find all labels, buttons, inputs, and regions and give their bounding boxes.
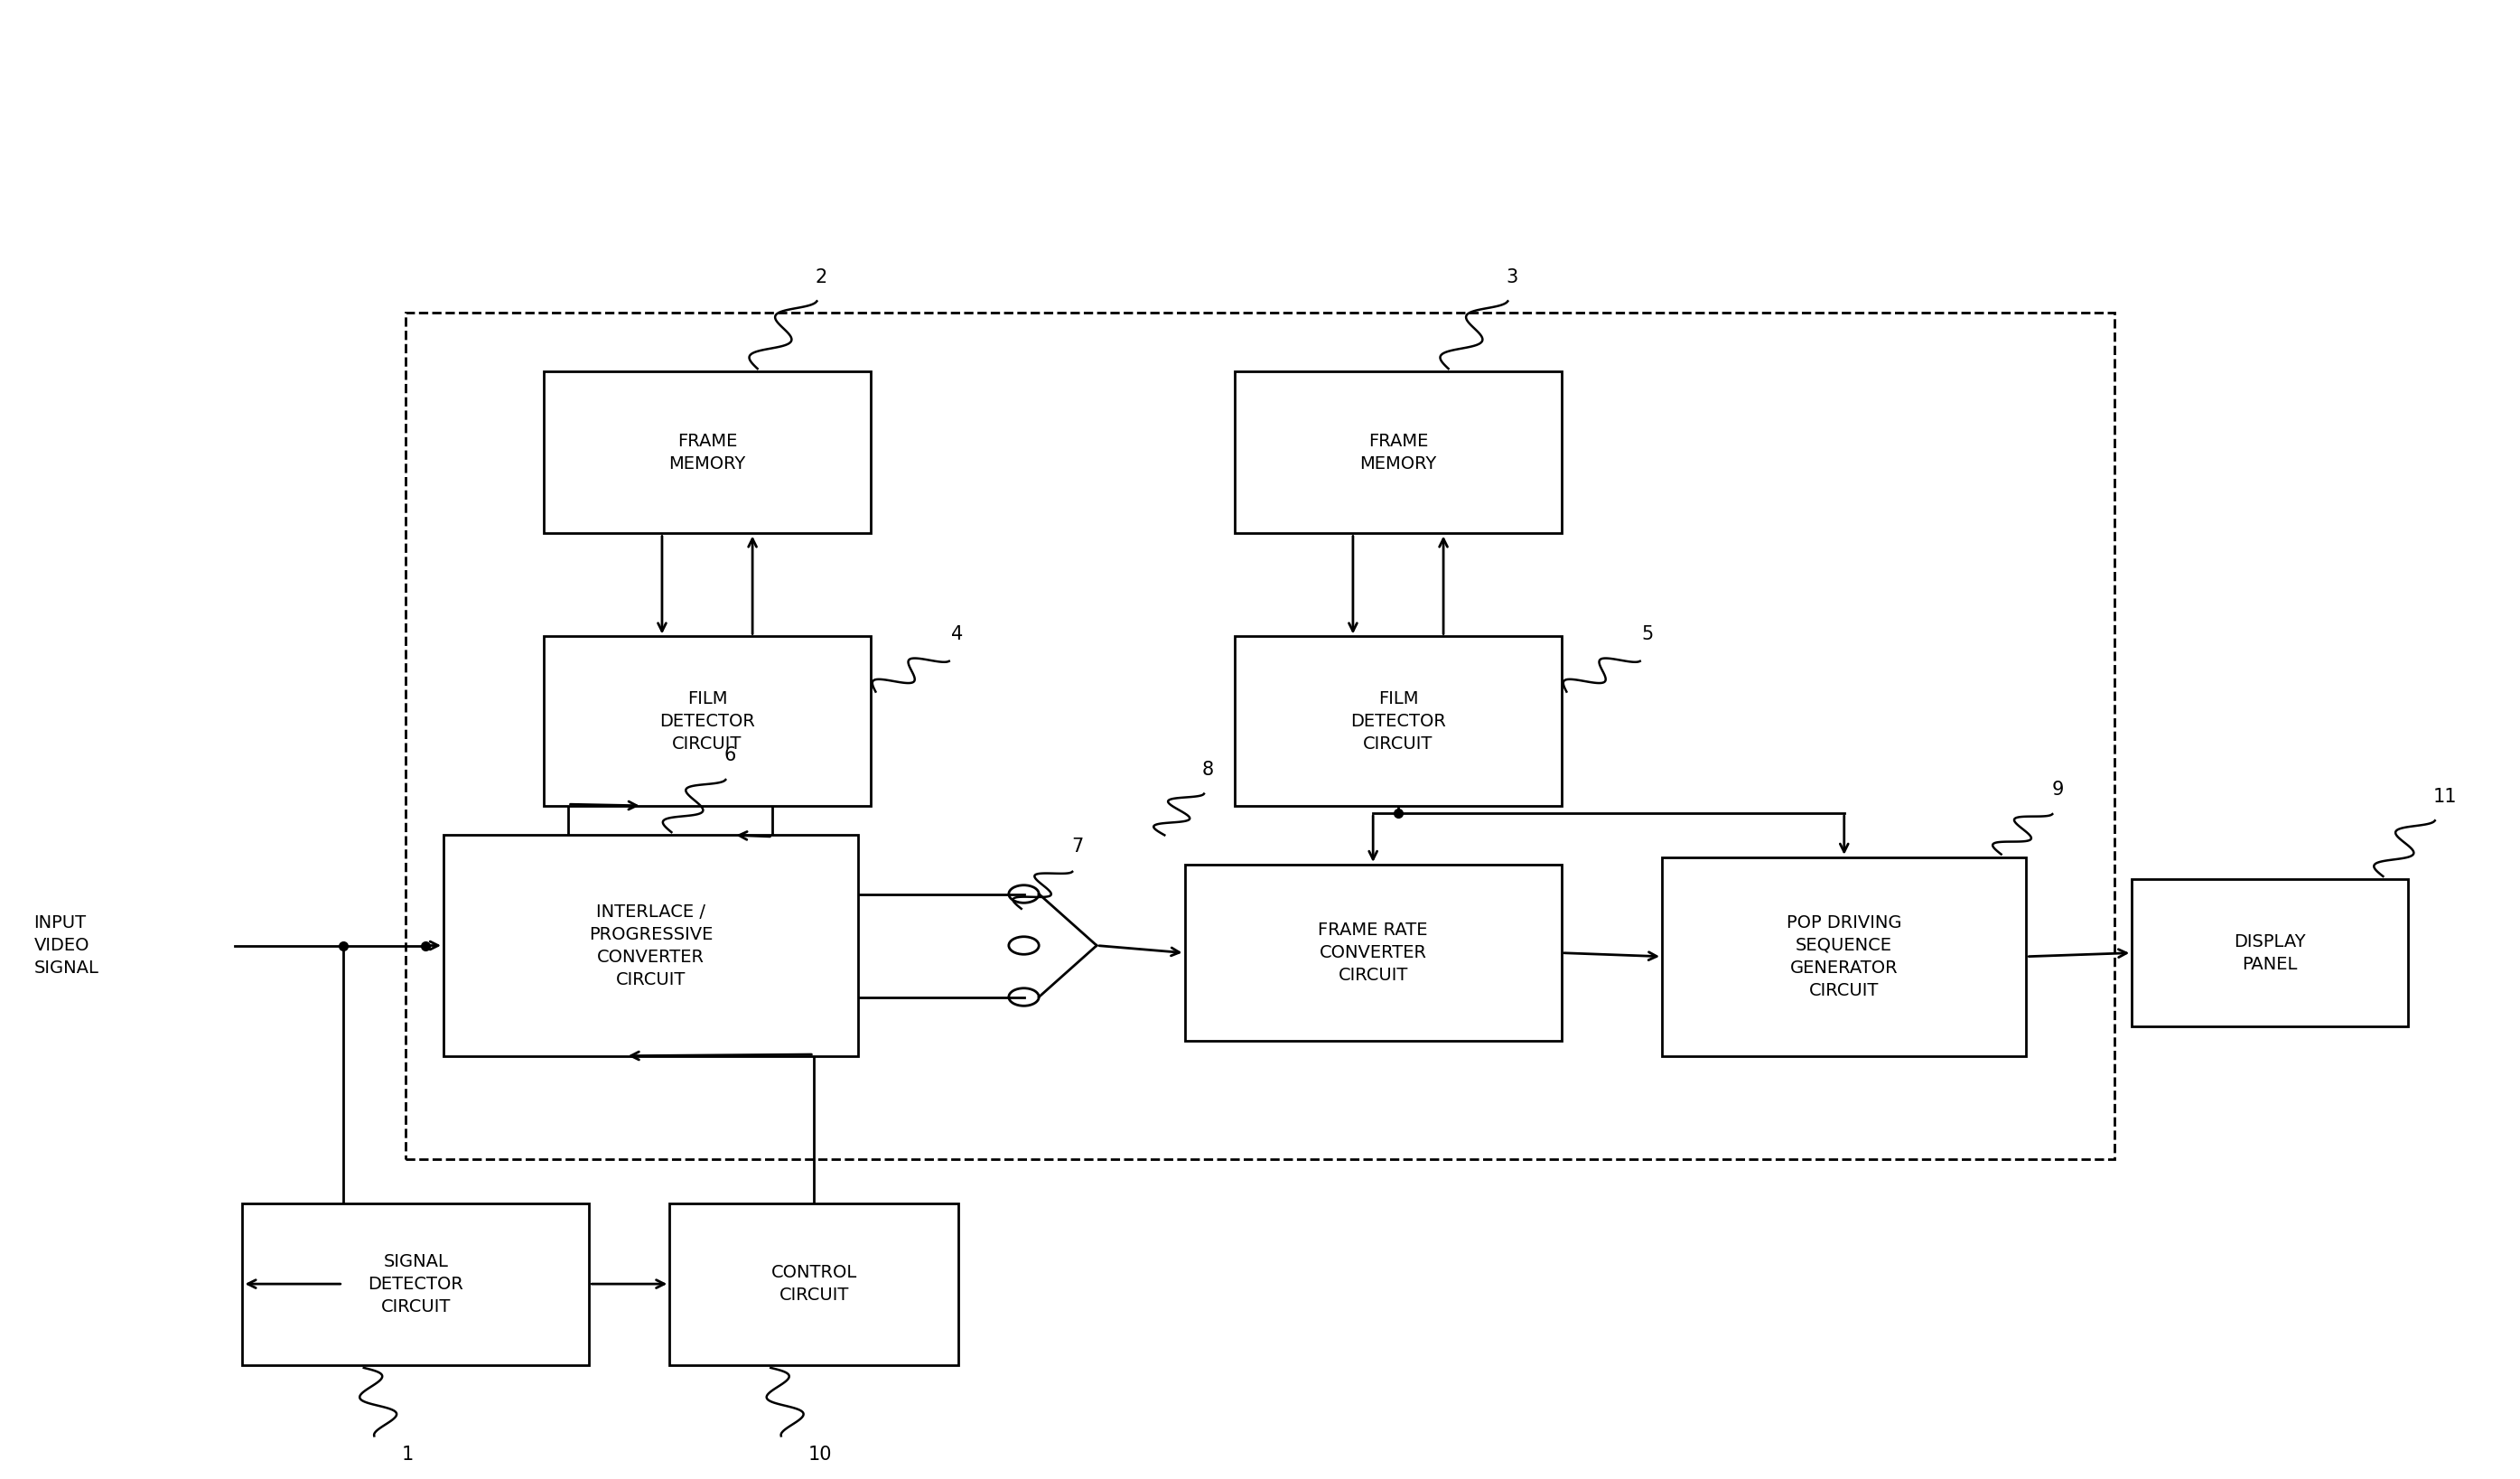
Text: 4: 4 — [950, 626, 963, 643]
Text: 5: 5 — [1643, 626, 1653, 643]
Text: POP DRIVING
SEQUENCE
GENERATOR
CIRCUIT: POP DRIVING SEQUENCE GENERATOR CIRCUIT — [1787, 914, 1903, 998]
Text: 1: 1 — [401, 1446, 413, 1464]
Bar — [1663, 858, 2026, 1056]
Text: FRAME RATE
CONVERTER
CIRCUIT: FRAME RATE CONVERTER CIRCUIT — [1318, 921, 1429, 984]
Text: INPUT
VIDEO
SIGNAL: INPUT VIDEO SIGNAL — [33, 914, 98, 976]
Bar — [406, 312, 2114, 1160]
Bar — [2132, 880, 2409, 1026]
Text: 7: 7 — [1071, 837, 1084, 856]
Text: DISPLAY
PANEL: DISPLAY PANEL — [2235, 933, 2306, 973]
Bar — [670, 1202, 958, 1365]
Text: 6: 6 — [723, 747, 736, 765]
Text: INTERLACE /
PROGRESSIVE
CONVERTER
CIRCUIT: INTERLACE / PROGRESSIVE CONVERTER CIRCUI… — [590, 904, 713, 988]
Text: FRAME
MEMORY: FRAME MEMORY — [668, 433, 746, 472]
Text: CONTROL
CIRCUIT: CONTROL CIRCUIT — [771, 1265, 857, 1304]
Bar — [544, 371, 869, 534]
Text: 8: 8 — [1202, 762, 1215, 779]
Bar — [544, 636, 869, 806]
Bar — [1184, 865, 1562, 1041]
Text: 11: 11 — [2434, 788, 2457, 806]
Text: FRAME
MEMORY: FRAME MEMORY — [1361, 433, 1436, 472]
Text: 3: 3 — [1507, 268, 1517, 287]
Bar — [1235, 636, 1562, 806]
Bar — [1235, 371, 1562, 534]
Text: SIGNAL
DETECTOR
CIRCUIT: SIGNAL DETECTOR CIRCUIT — [368, 1253, 464, 1315]
Text: 2: 2 — [816, 268, 827, 287]
Text: 10: 10 — [809, 1446, 832, 1464]
Text: 9: 9 — [2051, 781, 2064, 799]
Bar — [444, 836, 857, 1056]
Bar — [242, 1202, 590, 1365]
Text: FILM
DETECTOR
CIRCUIT: FILM DETECTOR CIRCUIT — [1351, 689, 1446, 753]
Text: FILM
DETECTOR
CIRCUIT: FILM DETECTOR CIRCUIT — [660, 689, 756, 753]
